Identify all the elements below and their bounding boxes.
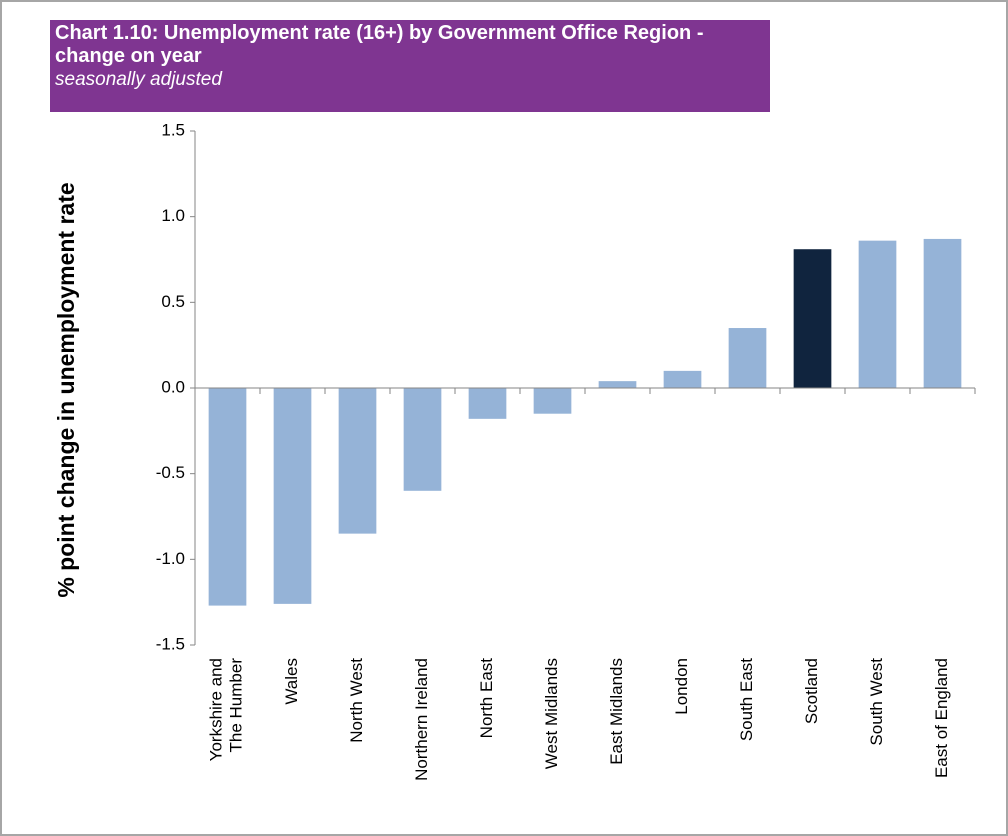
chart-subtitle: seasonally adjusted xyxy=(55,69,222,90)
y-tick-label: 0.0 xyxy=(161,377,185,396)
y-tick-label: -0.5 xyxy=(156,463,185,482)
y-tick-label: -1.5 xyxy=(156,634,185,653)
bar xyxy=(858,240,897,388)
bar xyxy=(403,388,442,491)
y-tick-label: 1.5 xyxy=(161,120,185,139)
bar xyxy=(533,388,572,414)
bar xyxy=(338,388,377,534)
x-tick-label: North West xyxy=(347,658,366,743)
bar xyxy=(273,388,312,604)
x-tick-label: North East xyxy=(477,658,496,739)
y-axis-label: % point change in unemployment rate xyxy=(53,182,79,597)
x-tick-label: South West xyxy=(867,658,886,746)
x-tick-label: South East xyxy=(737,658,756,741)
x-tick-label: West Midlands xyxy=(542,658,561,769)
bar xyxy=(923,238,962,388)
bar xyxy=(598,381,637,388)
bar xyxy=(728,328,767,388)
chart-title: Chart 1.10: Unemployment rate (16+) by G… xyxy=(55,22,704,67)
x-tick-label: Yorkshire andThe Humber xyxy=(207,658,246,762)
x-tick-label: East of England xyxy=(932,658,951,778)
x-tick-label: Scotland xyxy=(802,658,821,724)
bar xyxy=(793,249,832,388)
bar xyxy=(468,388,507,419)
y-tick-label: 0.5 xyxy=(161,292,185,311)
x-tick-label: London xyxy=(672,658,691,715)
bar xyxy=(208,388,247,606)
y-tick-label: 1.0 xyxy=(161,206,185,225)
x-tick-label: East Midlands xyxy=(607,658,626,765)
title-box: Chart 1.10: Unemployment rate (16+) by G… xyxy=(50,20,770,112)
x-tick-label: Wales xyxy=(282,658,301,705)
y-tick-label: -1.0 xyxy=(156,549,185,568)
x-tick-label: Northern Ireland xyxy=(412,658,431,781)
bar xyxy=(663,370,702,388)
